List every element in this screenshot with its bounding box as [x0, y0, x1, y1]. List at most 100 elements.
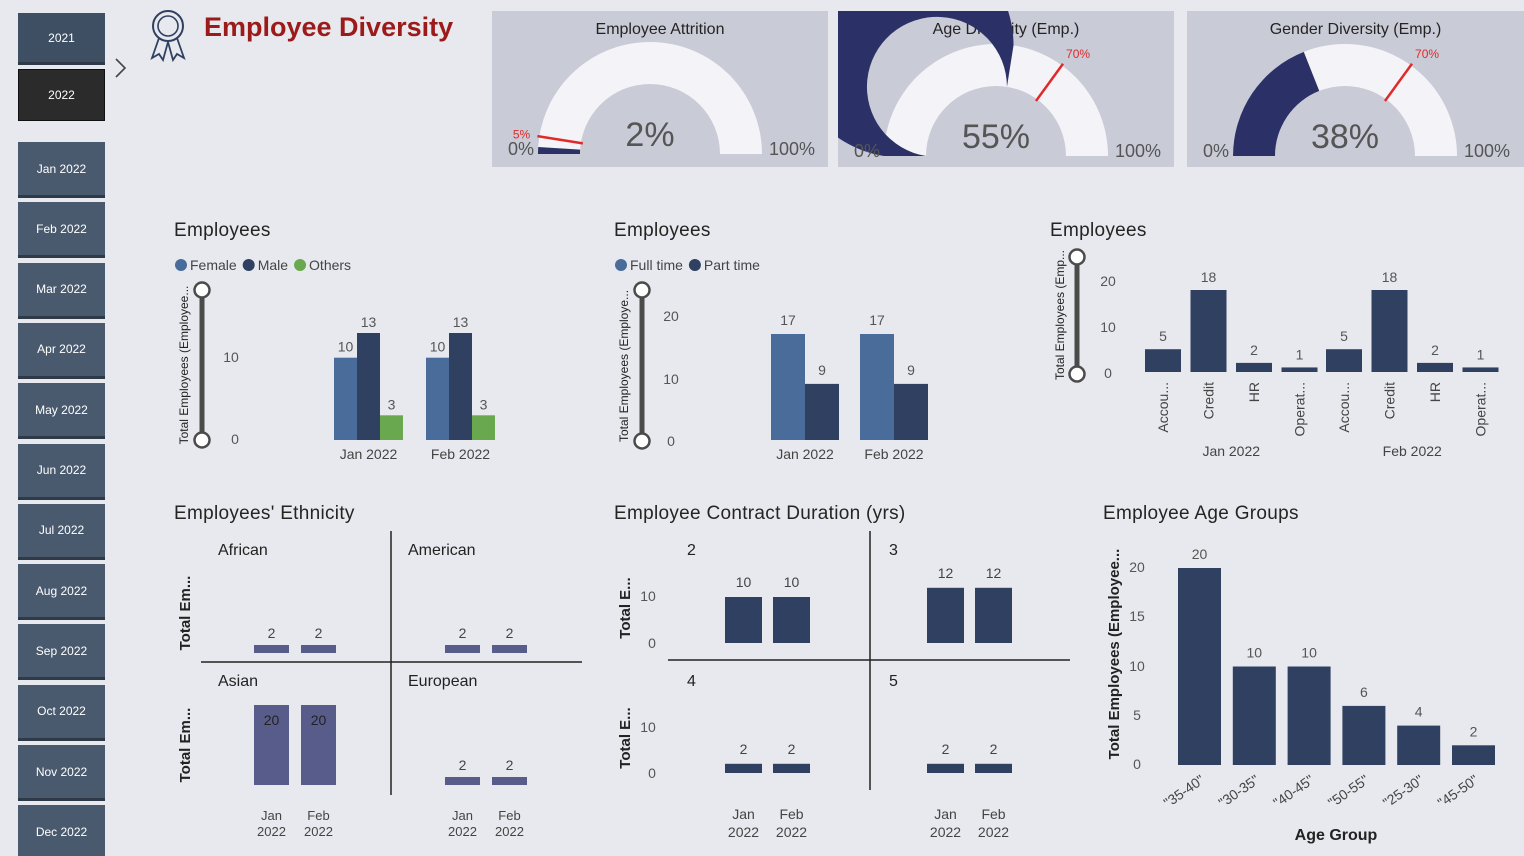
month-button-may-2022[interactable]: May 2022: [18, 383, 105, 440]
bar-age-group[interactable]: [1178, 568, 1221, 765]
gauge-min-label: 0%: [508, 139, 534, 159]
y-range-slider-handle-top[interactable]: [193, 281, 211, 299]
month-button-jul-2022[interactable]: Jul 2022: [18, 503, 105, 560]
bar-age-group[interactable]: [1287, 666, 1331, 766]
bar-ethnicity[interactable]: [492, 645, 527, 653]
bar-ethnicity[interactable]: [301, 645, 336, 653]
gauge-track: [538, 42, 762, 154]
data-label: 2: [268, 625, 276, 641]
month-button-aug-2022[interactable]: Aug 2022: [18, 564, 105, 621]
chart-title-department: Employees: [1050, 220, 1147, 241]
y-tick-label: 20: [1129, 559, 1145, 575]
year-button-2021[interactable]: 2021: [18, 13, 105, 65]
bar-contract[interactable]: [927, 587, 964, 643]
bar-ethnicity[interactable]: [254, 645, 289, 653]
gauge-track: [884, 44, 1108, 156]
x-tick-label: Operat...: [1292, 382, 1308, 436]
bar-department[interactable]: [1417, 362, 1453, 372]
data-label: 6: [1360, 684, 1368, 700]
bar-female[interactable]: [426, 357, 449, 440]
year-button-2022[interactable]: 2022: [18, 69, 105, 121]
month-button-feb-2022[interactable]: Feb 2022: [18, 202, 105, 259]
gauge-fill: [538, 146, 581, 154]
bar-department[interactable]: [1281, 367, 1318, 372]
x-tick-label: Jan 2022: [776, 446, 834, 462]
bar-age-group[interactable]: [1342, 705, 1386, 765]
data-label: 2: [459, 625, 467, 641]
y-axis-title: Total Employees (Employe...: [617, 290, 631, 442]
bar-contract[interactable]: [927, 763, 964, 773]
data-label: 2: [1250, 342, 1258, 358]
data-label: 2: [506, 625, 514, 641]
bar-contract[interactable]: [773, 763, 810, 773]
bar-department[interactable]: [1326, 349, 1362, 372]
data-label: 10: [338, 339, 354, 355]
bar-department[interactable]: [1145, 349, 1181, 372]
month-button-nov-2022[interactable]: Nov 2022: [18, 745, 105, 801]
data-label: 2: [1470, 723, 1478, 739]
x-group-label: Feb 2022: [1383, 443, 1442, 459]
y-tick-label: 10: [640, 719, 656, 735]
kpi-card-gender-diversity: Gender Diversity (Emp.) 70% 38% 0% 100%: [1187, 11, 1524, 167]
month-button-dec-2022[interactable]: Dec 2022: [18, 805, 105, 856]
y-axis-title: Total E...: [617, 707, 634, 768]
y-tick-label: 20: [663, 308, 679, 324]
bar-full-time[interactable]: [860, 334, 894, 440]
legend-marker: [294, 259, 307, 271]
data-label: 2: [1431, 342, 1439, 358]
month-button-jun-2022[interactable]: Jun 2022: [18, 443, 105, 500]
data-label: 10: [736, 574, 752, 590]
bar-age-group[interactable]: [1397, 725, 1441, 765]
bar-ethnicity[interactable]: [445, 645, 480, 653]
data-label: 5: [1159, 328, 1167, 344]
y-tick-label: 10: [640, 588, 656, 604]
y-range-slider-handle-bottom[interactable]: [633, 432, 651, 450]
bar-department[interactable]: [1462, 367, 1499, 372]
bar-department[interactable]: [1371, 290, 1408, 372]
x-tick-label: Accou...: [1336, 382, 1352, 433]
y-range-slider-handle-top[interactable]: [633, 281, 651, 299]
bar-part-time[interactable]: [894, 383, 928, 440]
y-range-slider-handle-top[interactable]: [1068, 248, 1086, 266]
month-button-apr-2022[interactable]: Apr 2022: [18, 322, 105, 379]
x-tick-label: Jan: [934, 806, 957, 822]
legend-label: Full time: [630, 257, 683, 273]
bar-contract[interactable]: [975, 763, 1012, 773]
bar-contract[interactable]: [773, 597, 810, 643]
bar-male[interactable]: [449, 333, 472, 440]
bar-part-time[interactable]: [805, 383, 839, 440]
bar-age-group[interactable]: [1452, 745, 1495, 765]
x-tick-label: Operat...: [1473, 382, 1489, 436]
x-tick-label: 2022: [930, 824, 961, 840]
y-range-slider-handle-bottom[interactable]: [193, 431, 211, 449]
month-button-mar-2022[interactable]: Mar 2022: [18, 262, 105, 319]
y-range-slider-handle-bottom[interactable]: [1068, 365, 1086, 383]
page-title: Employee Diversity: [204, 12, 454, 42]
bar-contract[interactable]: [975, 587, 1012, 643]
bar-ethnicity[interactable]: [254, 705, 289, 785]
x-tick-label: Accou...: [1155, 382, 1171, 433]
bar-ethnicity[interactable]: [445, 777, 480, 785]
bar-ethnicity[interactable]: [492, 777, 527, 785]
bar-contract[interactable]: [725, 763, 762, 773]
bar-others[interactable]: [472, 415, 495, 440]
bar-others[interactable]: [380, 415, 403, 440]
data-label: 20: [1192, 546, 1208, 562]
bar-contract[interactable]: [725, 597, 762, 643]
bar-ethnicity[interactable]: [301, 705, 336, 785]
bar-department[interactable]: [1190, 290, 1227, 372]
bar-female[interactable]: [334, 357, 357, 440]
chevron-right-icon[interactable]: [112, 56, 128, 80]
bar-full-time[interactable]: [771, 334, 805, 440]
y-tick-label: 0: [1133, 756, 1141, 772]
gauge-target-line: [1034, 63, 1065, 102]
x-tick-label: Feb 2022: [431, 446, 490, 462]
month-button-sep-2022[interactable]: Sep 2022: [18, 624, 105, 681]
data-label: 3: [388, 396, 396, 412]
x-tick-label: Jan: [732, 806, 755, 822]
bar-age-group[interactable]: [1232, 666, 1276, 766]
bar-department[interactable]: [1236, 362, 1272, 372]
month-button-oct-2022[interactable]: Oct 2022: [18, 684, 105, 741]
month-button-jan-2022[interactable]: Jan 2022: [18, 142, 105, 198]
bar-male[interactable]: [357, 333, 380, 440]
